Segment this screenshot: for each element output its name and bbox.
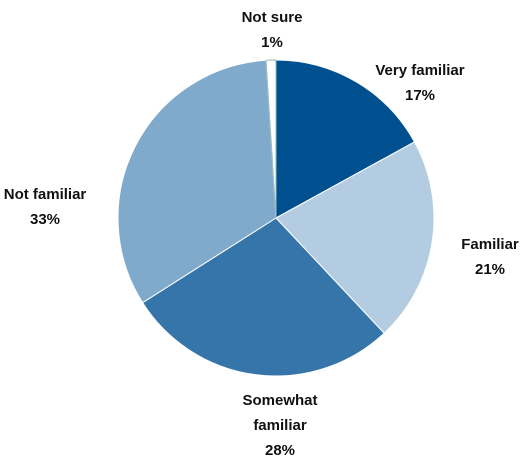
- slice-label: Very familiar 17%: [350, 58, 490, 108]
- pie-slice: [275, 59, 416, 219]
- value-label: 21%: [474, 261, 506, 278]
- value-label: 1%: [261, 34, 283, 51]
- pie-slice: [275, 141, 435, 334]
- value-label: 33%: [29, 211, 61, 228]
- value-label: 28%: [264, 442, 296, 459]
- category-label: Very familiar: [375, 62, 465, 79]
- pie-slice: [141, 217, 385, 377]
- slice-label: Familiar 21%: [440, 232, 523, 282]
- slice-label: Not sure 1%: [222, 5, 322, 55]
- slice-label: Not familiar 33%: [0, 182, 100, 232]
- value-label: 17%: [404, 87, 436, 104]
- category-label: Somewhat familiar: [242, 392, 318, 434]
- pie-slice: [265, 59, 277, 219]
- category-label: Familiar: [461, 236, 519, 253]
- category-label: Not sure: [241, 9, 303, 26]
- slice-label: Somewhat familiar 28%: [235, 388, 325, 460]
- pie-slice: [117, 59, 277, 304]
- category-label: Not familiar: [3, 186, 87, 203]
